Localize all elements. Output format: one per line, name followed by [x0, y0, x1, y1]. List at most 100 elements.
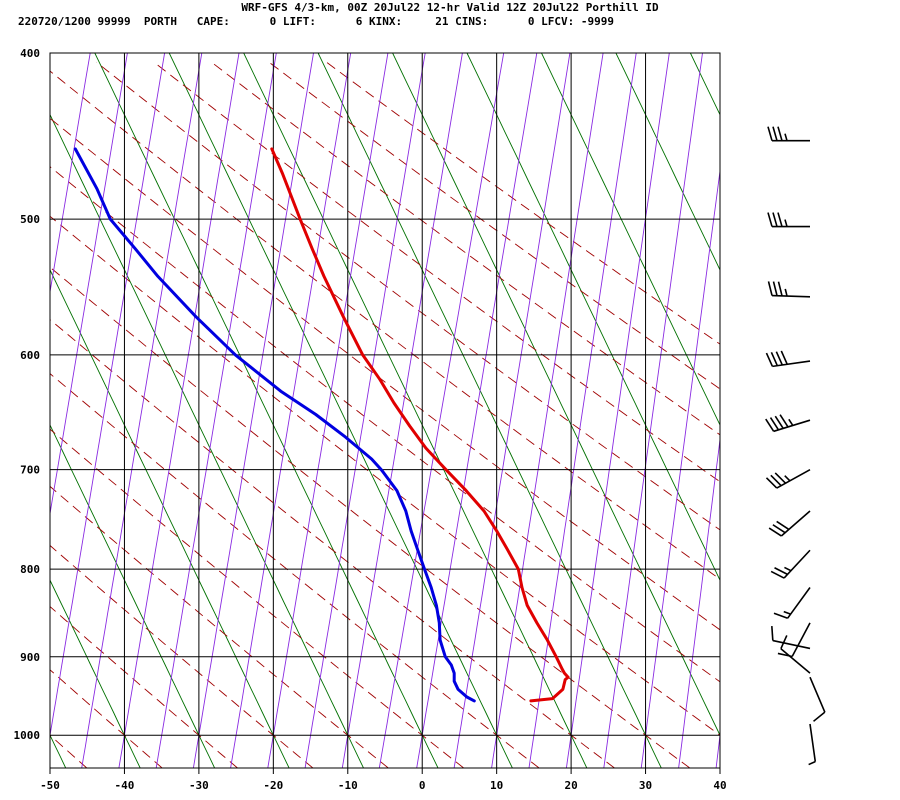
wind-barb — [780, 635, 811, 674]
wind-barb-half-feather — [788, 418, 794, 426]
wind-barb-feather — [769, 417, 780, 431]
moist-adiabat — [50, 53, 128, 517]
x-tick-label: 10 — [490, 779, 503, 792]
moist-adiabat — [192, 53, 314, 768]
wind-barb-feather — [774, 567, 788, 576]
profiles — [73, 147, 570, 703]
wind-barb-half-feather — [784, 566, 792, 572]
dry-adiabat — [50, 215, 720, 736]
moist-adiabat — [866, 53, 900, 768]
wind-barb-feather — [780, 350, 788, 365]
moist-adiabat — [491, 53, 604, 768]
wind-barb-feather — [767, 281, 773, 296]
wind-barb — [768, 510, 811, 537]
dry-adiabat — [153, 61, 720, 483]
moist-adiabat — [50, 53, 91, 295]
wind-barb — [767, 212, 810, 228]
wind-barb-feather — [772, 281, 778, 296]
wind-barb-staff — [809, 723, 817, 762]
wind-barb-feather — [768, 527, 782, 537]
y-tick-label: 400 — [20, 47, 40, 60]
moist-adiabat — [416, 53, 538, 768]
dry-adiabat — [268, 61, 720, 390]
x-tick-label: -40 — [115, 779, 135, 792]
pressure-axis: 400 500 600 700 800 900 1000 — [14, 47, 41, 742]
wind-barb-feather — [765, 352, 774, 367]
moist-adiabat — [230, 53, 352, 768]
wind-barbs — [765, 126, 826, 766]
chart-title: WRF-GFS 4/3-km, 00Z 20Jul22 12-hr Valid … — [241, 1, 659, 14]
wind-barb-feather — [775, 351, 784, 366]
wind-barb-feather — [777, 212, 783, 227]
x-tick-label: -50 — [40, 779, 60, 792]
y-tick-label: 900 — [20, 651, 40, 664]
wind-barb-staff — [787, 586, 811, 619]
dry-adiabat — [50, 70, 720, 580]
moist-adiabat — [118, 53, 240, 768]
y-tick-label: 700 — [20, 464, 40, 477]
dry-adiabat — [50, 734, 88, 768]
moist-adiabat — [378, 53, 505, 768]
x-tick-label: 40 — [713, 779, 726, 792]
moist-adiabat — [603, 53, 703, 768]
wind-barb-feather — [772, 126, 778, 141]
moist-adiabat — [565, 53, 670, 768]
moist-adiabat — [715, 731, 720, 768]
y-tick-label: 600 — [20, 349, 40, 362]
wind-barb-feather — [773, 612, 788, 619]
wind-barb-feather — [776, 520, 790, 531]
wind-barb-feather — [770, 570, 785, 579]
wind-barb-half-feather — [784, 219, 788, 227]
wind-barb-staff — [772, 360, 811, 368]
moist-adiabat — [678, 435, 720, 768]
wind-barb — [767, 281, 811, 298]
wind-barb-staff — [780, 510, 811, 537]
moist-adiabat — [453, 53, 571, 768]
moist-adiabat — [341, 53, 463, 768]
skewed-isotherm — [615, 53, 720, 271]
skewed-isotherm — [50, 579, 141, 768]
dry-adiabat — [50, 117, 720, 631]
skewed-isotherm — [392, 53, 720, 737]
skewed-isotherm — [317, 53, 662, 768]
wind-barb-feather — [780, 635, 788, 650]
skewed-isotherm — [94, 53, 439, 768]
plot-frame — [49, 52, 721, 769]
wind-barb — [767, 126, 810, 142]
wind-barb-feather — [767, 212, 773, 227]
wind-barb-staff — [783, 549, 811, 579]
wind-barb-half-feather — [784, 288, 788, 297]
moist-adiabat — [267, 53, 389, 768]
dry-adiabat — [0, 62, 11, 768]
wind-barb-feather — [813, 711, 826, 722]
dry-adiabat — [50, 166, 720, 683]
wind-barb-staff — [780, 648, 811, 674]
wind-barb-feather — [777, 126, 783, 141]
y-tick-label: 500 — [20, 213, 40, 226]
temperature-axis: -50 -40 -30 -20 -10 0 10 20 30 40 — [40, 768, 727, 792]
dry-adiabat — [326, 61, 720, 345]
wind-barb-feather — [772, 212, 778, 227]
wind-barb — [770, 549, 811, 579]
moist-adiabat — [828, 53, 900, 768]
wind-barb — [765, 350, 811, 368]
moist-adiabat — [640, 167, 720, 768]
wind-barb — [809, 676, 826, 722]
skewed-isotherm — [50, 268, 290, 768]
wind-barb-half-feather — [784, 475, 791, 482]
wind-barb-feather — [770, 474, 782, 487]
wind-barb — [808, 723, 817, 766]
skewed-isotherm — [50, 423, 216, 768]
y-tick-label: 800 — [20, 563, 40, 576]
wind-barb-feather — [774, 415, 784, 429]
dry-adiabat — [50, 428, 464, 768]
wind-barb-feather — [765, 477, 778, 489]
wind-barb-staff — [773, 419, 811, 433]
dewpoint-profile — [73, 147, 476, 703]
wind-barb-staff — [776, 468, 811, 489]
wind-barb-feather — [765, 418, 775, 432]
moist-adiabat — [155, 53, 277, 768]
x-tick-label: 20 — [564, 779, 577, 792]
sounding-indices: 220720/1200 99999 PORTH CAPE: 0 LIFT: 6 … — [18, 15, 615, 28]
